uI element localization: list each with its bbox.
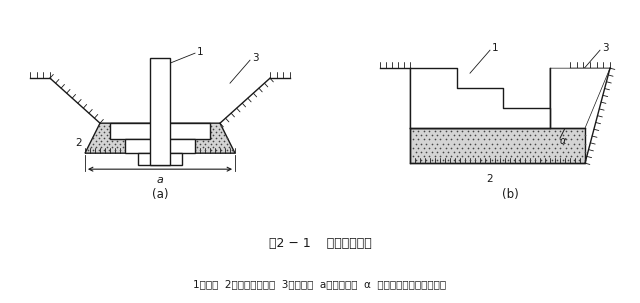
Text: α: α bbox=[560, 136, 566, 146]
Text: (a): (a) bbox=[152, 188, 168, 201]
Text: 2: 2 bbox=[486, 174, 493, 184]
Bar bbox=[125, 139, 195, 153]
Text: 2: 2 bbox=[76, 138, 82, 148]
Text: (b): (b) bbox=[502, 188, 518, 201]
Polygon shape bbox=[550, 68, 610, 128]
Bar bbox=[150, 58, 170, 165]
Text: 1．基础  2．砂或砂石垫层  3．回填土  a．基础底宽  α  砂或砂石垫层的自然倾角: 1．基础 2．砂或砂石垫层 3．回填土 a．基础底宽 α 砂或砂石垫层的自然倾角 bbox=[193, 279, 447, 289]
Polygon shape bbox=[410, 68, 550, 128]
Text: 3: 3 bbox=[602, 43, 609, 53]
Text: $a$: $a$ bbox=[156, 175, 164, 185]
Polygon shape bbox=[410, 128, 585, 163]
Polygon shape bbox=[85, 123, 235, 153]
Text: 图2 − 1    砂或砂石垫屋: 图2 − 1 砂或砂石垫屋 bbox=[269, 238, 371, 250]
Bar bbox=[138, 153, 182, 165]
Bar bbox=[110, 123, 210, 139]
Text: 3: 3 bbox=[252, 53, 259, 63]
Text: 1: 1 bbox=[492, 43, 499, 53]
Text: 1: 1 bbox=[197, 47, 204, 57]
